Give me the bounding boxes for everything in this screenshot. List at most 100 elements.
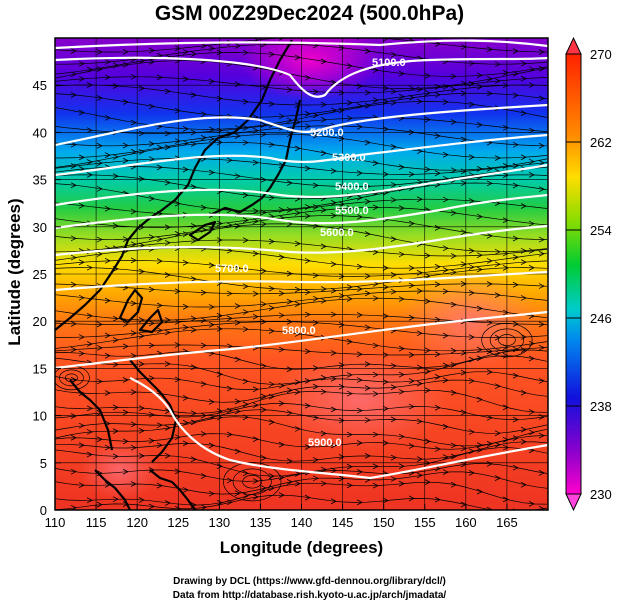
wind-arrow: [468, 198, 475, 204]
x-axis-label: Longitude (degrees): [219, 538, 384, 557]
wind-arrow: [416, 472, 423, 479]
wind-arrow: [468, 248, 475, 254]
wind-arrow: [398, 345, 405, 352]
wind-arrow: [130, 353, 137, 359]
wind-arrow: [260, 268, 267, 274]
wind-arrow: [190, 364, 197, 371]
wind-arrow: [174, 231, 181, 237]
wind-arrow: [312, 132, 319, 139]
wind-arrow: [200, 473, 207, 479]
wind-arrow: [122, 438, 129, 445]
wind-arrow: [346, 390, 353, 397]
wind-arrow: [356, 83, 363, 90]
wind-arrow: [156, 422, 163, 429]
wind-arrow: [416, 380, 423, 387]
wind-arrow: [304, 444, 311, 450]
contour-label: 5800.0: [282, 325, 316, 337]
wind-arrow: [148, 503, 155, 510]
wind-arrow: [70, 413, 77, 419]
wind-arrow: [122, 343, 129, 350]
wind-arrow: [252, 494, 259, 500]
wind-arrow: [242, 125, 249, 131]
wind-arrow: [364, 385, 371, 391]
wind-arrow: [408, 443, 415, 449]
wind-arrow: [450, 481, 457, 488]
wind-arrow: [148, 47, 155, 54]
wind-arrow: [304, 257, 311, 264]
wind-arrow: [96, 321, 103, 328]
wind-arrow: [78, 334, 85, 340]
wind-arrow: [476, 121, 483, 128]
wind-arrow: [286, 221, 293, 227]
wind-arrow: [382, 440, 389, 446]
vortex-streamline: [223, 462, 282, 502]
wind-arrow: [122, 377, 129, 383]
wind-arrow: [346, 431, 353, 438]
wind-arrow: [148, 156, 155, 162]
wind-arrow: [78, 350, 85, 357]
wind-arrow: [226, 343, 233, 350]
wind-arrow: [320, 207, 327, 213]
wind-arrow: [130, 481, 137, 487]
wind-arrow: [486, 90, 493, 97]
wind-arrow: [96, 501, 103, 508]
wind-arrow: [434, 404, 441, 411]
wind-arrow: [260, 393, 267, 400]
wind-arrow: [538, 432, 545, 439]
wind-arrow: [372, 295, 379, 302]
wind-arrow: [528, 172, 535, 178]
wind-arrow: [494, 383, 501, 390]
wind-arrow: [356, 170, 363, 176]
wind-arrow: [200, 289, 207, 296]
wind-arrow: [468, 101, 475, 108]
wind-arrow: [122, 321, 129, 328]
wind-arrow: [468, 60, 475, 67]
wind-arrow: [356, 377, 363, 383]
wind-arrow: [174, 319, 181, 325]
wind-arrow: [174, 505, 181, 510]
wind-arrow: [538, 95, 545, 102]
colorbar-top-arrow: [565, 36, 582, 55]
wind-arrow: [234, 490, 241, 497]
wind-arrow: [164, 317, 171, 323]
wind-arrow: [78, 60, 85, 67]
wind-arrow: [486, 258, 493, 264]
wind-arrow: [70, 163, 77, 169]
wind-arrow: [138, 268, 145, 275]
wind-arrow: [364, 103, 371, 109]
wind-arrow: [182, 49, 189, 55]
wind-arrow: [70, 182, 77, 189]
wind-arrow: [502, 250, 509, 257]
wind-arrow: [278, 38, 285, 41]
wind-arrow: [398, 164, 405, 170]
wind-arrow: [528, 248, 535, 254]
wind-arrow: [442, 99, 449, 105]
wind-arrow: [216, 220, 223, 227]
wind-arrow: [200, 134, 207, 141]
wind-arrow: [104, 444, 111, 451]
wind-arrow: [138, 148, 145, 155]
wind-arrow: [86, 497, 93, 504]
wind-arrow: [130, 300, 137, 307]
wind-arrow: [268, 101, 275, 107]
wind-arrow: [234, 265, 241, 271]
wind-arrow: [372, 390, 379, 397]
wind-arrow: [528, 264, 535, 271]
wind-arrow: [372, 249, 379, 255]
wind-arrow: [382, 284, 389, 291]
wind-arrow: [234, 43, 241, 49]
wind-arrow: [494, 61, 501, 68]
wind-arrow: [96, 49, 103, 55]
wind-arrow: [434, 496, 441, 503]
wind-arrow: [70, 281, 77, 288]
wind-arrow: [174, 200, 181, 207]
wind-arrow: [390, 197, 397, 203]
wind-arrow: [278, 290, 285, 297]
wind-arrow: [260, 209, 267, 216]
wind-arrow: [294, 480, 301, 487]
wind-arrow: [226, 477, 233, 484]
wind-arrow: [486, 165, 493, 172]
wind-arrow: [174, 138, 181, 145]
wind-arrow: [416, 86, 423, 93]
wind-arrow: [382, 497, 389, 504]
